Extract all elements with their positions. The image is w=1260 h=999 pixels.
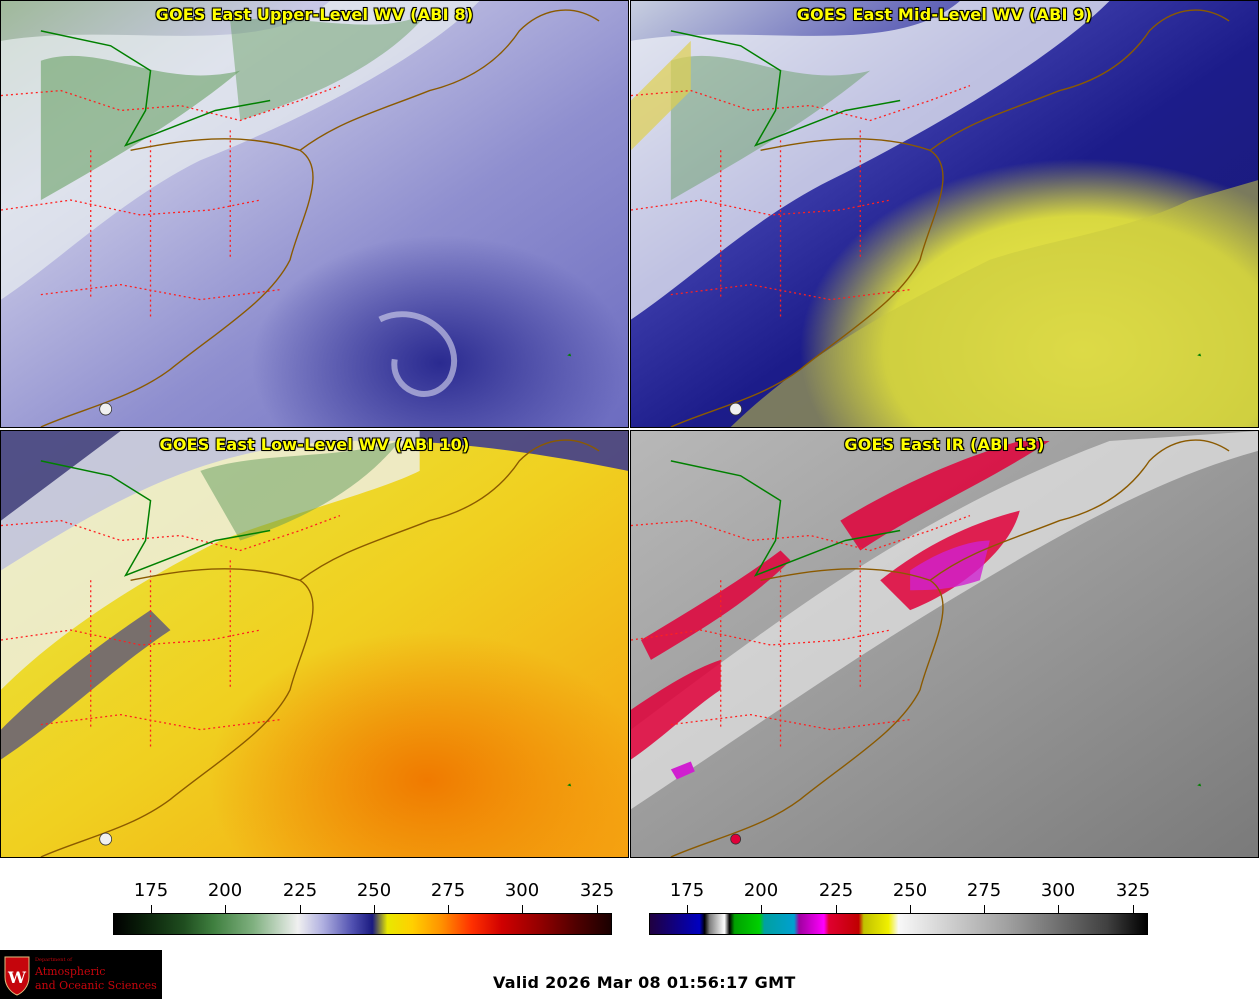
colorbar-wv-tick-label: 325: [579, 880, 615, 901]
uw-crest-icon: W: [4, 956, 30, 996]
colorbar-wv-tick-mark: [151, 905, 152, 913]
ir-image: [631, 431, 1258, 857]
colorbar-ir: 175 200 225 250 275 300 325: [649, 876, 1151, 940]
colorbar-wv-gradient: [113, 913, 612, 935]
panel-upper-level-wv: GOES East Upper-Level WV (ABI 8): [0, 0, 629, 428]
colorbar-wv-tick-label: 175: [133, 880, 169, 901]
low-level-wv-image: [1, 431, 628, 857]
colorbar-wv-tick-mark: [522, 905, 523, 913]
colorbar-ir-tick-label: 300: [1040, 880, 1076, 901]
colorbar-wv-tick-label: 300: [504, 880, 540, 901]
colorbar-ir-tick-mark: [836, 905, 837, 913]
logo-line-1: Atmospheric: [35, 965, 106, 978]
mid-level-wv-image: [631, 1, 1258, 427]
colorbar-wv-tick-mark: [448, 905, 449, 913]
colorbar-ir-tick-label: 200: [743, 880, 779, 901]
panel-ir: GOES East IR (ABI 13): [630, 430, 1259, 858]
panel-title-ir: GOES East IR (ABI 13): [844, 435, 1045, 454]
logo-line-2: and Oceanic Sciences: [35, 979, 157, 992]
logo-dept-text: Department of: [35, 957, 72, 963]
colorbar-wv-tick-mark: [300, 905, 301, 913]
colorbar-wv-tick-mark: [374, 905, 375, 913]
panel-low-level-wv: GOES East Low-Level WV (ABI 10): [0, 430, 629, 858]
colorbar-wv-tick-label: 275: [430, 880, 466, 901]
colorbar-ir-tick-label: 225: [818, 880, 854, 901]
colorbar-wv-tick-label: 250: [356, 880, 392, 901]
colorbar-ir-tick-label: 175: [669, 880, 705, 901]
colorbar-wv-tick-mark: [225, 905, 226, 913]
colorbar-ir-tick-mark: [687, 905, 688, 913]
uw-crest-letter: W: [7, 968, 27, 987]
colorbar-ir-tick-label: 325: [1115, 880, 1151, 901]
colorbar-wv-tick-mark: [597, 905, 598, 913]
panel-title-low: GOES East Low-Level WV (ABI 10): [159, 435, 470, 454]
panel-title-mid: GOES East Mid-Level WV (ABI 9): [796, 5, 1093, 24]
colorbar-wv-tick-label: 225: [282, 880, 318, 901]
colorbar-wv: 175 200 225 250 275 300 325: [113, 876, 615, 940]
colorbar-ir-tick-mark: [1133, 905, 1134, 913]
colorbar-ir-tick-mark: [910, 905, 911, 913]
colorbar-ir-tick-label: 250: [892, 880, 928, 901]
panel-mid-level-wv: GOES East Mid-Level WV (ABI 9): [630, 0, 1259, 428]
aos-department-logo: W Department of Atmospheric and Oceanic …: [0, 950, 162, 999]
colorbar-ir-tick-label: 275: [966, 880, 1002, 901]
upper-level-wv-image: [1, 1, 628, 427]
panel-title-upper: GOES East Upper-Level WV (ABI 8): [155, 5, 474, 24]
colorbar-wv-tick-label: 200: [207, 880, 243, 901]
colorbar-ir-tick-mark: [1058, 905, 1059, 913]
colorbar-ir-tick-mark: [984, 905, 985, 913]
colorbar-ir-tick-mark: [761, 905, 762, 913]
colorbar-ir-gradient: [649, 913, 1148, 935]
valid-time-label: Valid 2026 Mar 08 01:56:17 GMT: [493, 973, 796, 992]
